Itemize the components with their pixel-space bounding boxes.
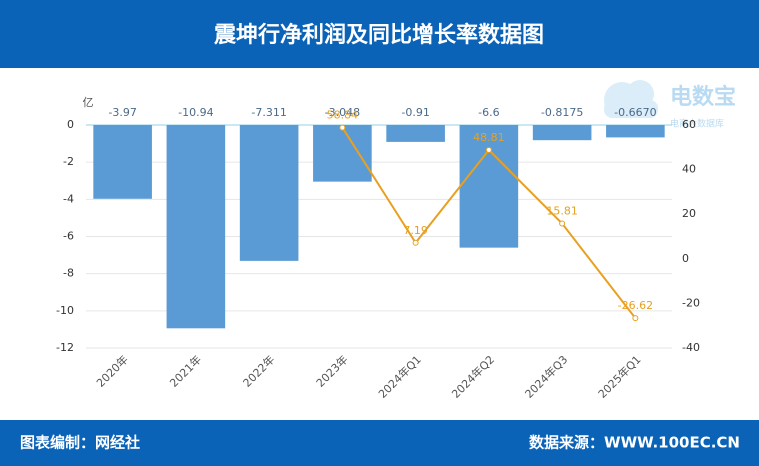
y-axis-label: 亿 [83,96,94,109]
bar [239,125,299,261]
watermark-cloud [604,100,658,118]
footer [0,420,759,466]
bar [459,125,519,248]
line-value-label: -26.62 [618,299,653,312]
y-tick-label: -8 [63,267,74,280]
bar-value-label: -6.6 [478,106,499,119]
y-tick-label: -4 [63,192,74,205]
y2-tick-label: 60 [682,118,696,131]
line-point [632,315,639,322]
chart-title: 震坤行净利润及同比增长率数据图 [214,22,544,48]
bar-value-label: -7.311 [251,106,286,119]
bar [93,125,152,199]
y2-tick-label: -40 [682,341,700,354]
bar-value-label: -0.91 [401,106,429,119]
bar-value-label: -10.94 [178,106,213,119]
y-tick-label: -10 [56,304,74,317]
y2-tick-label: 40 [682,163,696,176]
y-tick-label: -6 [63,230,74,243]
y-tick-label: -12 [56,341,74,354]
watermark: 电数宝 电商大数据库 [604,80,736,130]
watermark-text: 电数宝 [670,84,736,110]
y2-tick-label: 0 [682,252,689,265]
footer-right: 数据来源：WWW.100EC.CN [529,434,740,452]
bar-value-label: -0.8175 [541,106,583,119]
line-point [559,220,566,227]
y2-tick-label: 20 [682,207,696,220]
line-value-label: 15.81 [546,205,578,218]
bar-value-label: -3.048 [325,106,360,119]
footer-left: 图表编制：网经社 [20,434,140,452]
watermark-subtext: 电商大数据库 [670,118,724,130]
bar-value-label: -3.97 [108,106,136,119]
line-point [412,239,419,246]
bar [313,125,372,182]
line-value-label: 48.81 [473,131,505,144]
bar [532,125,592,141]
line-value-label: 7.19 [403,224,428,237]
y2-tick-label: -20 [682,296,700,309]
y-tick-label: -2 [63,155,74,168]
y-tick-label: 0 [67,118,74,131]
bar [166,125,226,329]
bar [606,125,665,138]
bar-value-label: -0.6670 [614,106,656,119]
line-point [485,146,492,153]
line-value-label: 58.84 [327,109,359,122]
line-point [339,124,346,131]
bar [386,125,445,142]
header [0,0,759,68]
